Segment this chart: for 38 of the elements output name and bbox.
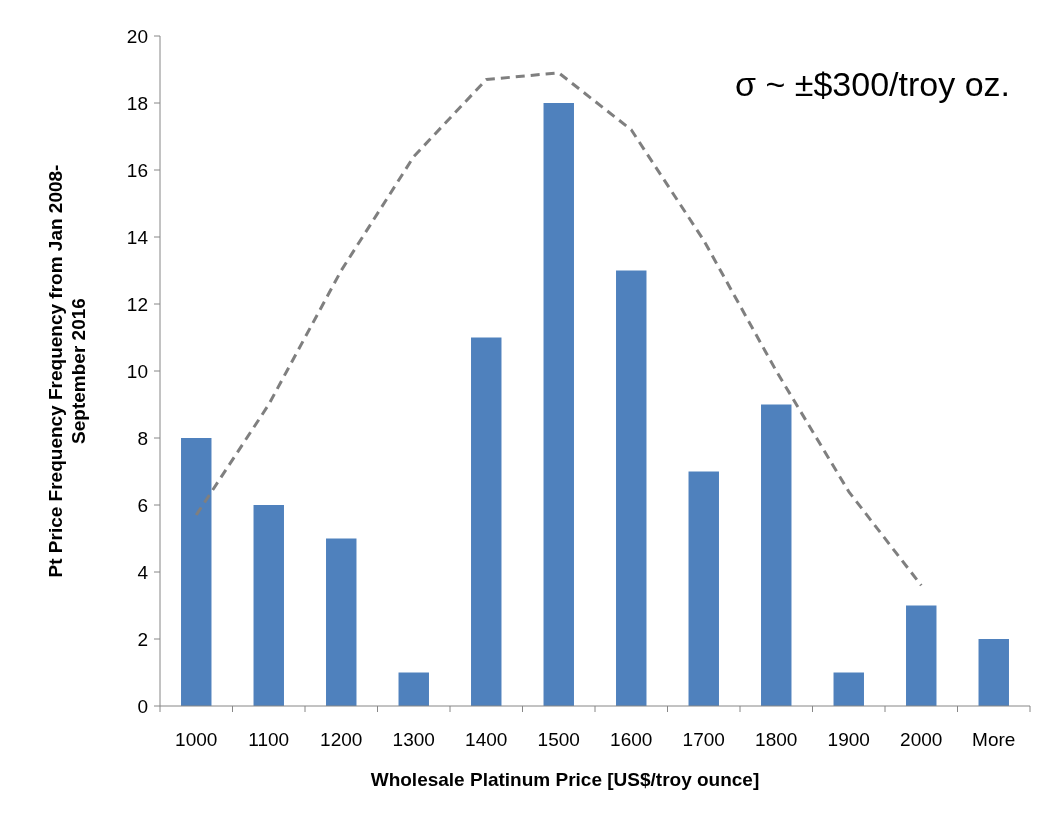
- x-tick-label: 1100: [248, 729, 290, 750]
- y-tick-label: 8: [137, 427, 148, 449]
- x-tick-label: 1200: [320, 729, 363, 750]
- bar: [616, 270, 647, 706]
- annotation: σ ~ ±$300/troy oz.: [735, 65, 1010, 103]
- x-tick-label: 1500: [537, 729, 580, 750]
- y-tick-label: 20: [126, 25, 148, 47]
- y-tick-label: 10: [126, 360, 148, 382]
- bar: [761, 404, 792, 706]
- bar: [253, 505, 284, 706]
- y-axis-title: Pt Price Frequency Frequency from Jan 2008- September 2016: [45, 164, 89, 578]
- bar: [978, 639, 1009, 706]
- y-tick-label: 16: [126, 159, 148, 181]
- x-tick-label: 1700: [682, 729, 725, 750]
- bar: [543, 103, 574, 706]
- x-tick-label: 1300: [392, 729, 435, 750]
- y-tick-label: 4: [137, 561, 149, 583]
- bar: [398, 672, 429, 706]
- x-tick-label: 1400: [465, 729, 508, 750]
- x-tick-label: 1600: [610, 729, 653, 750]
- bar: [471, 337, 502, 706]
- bar: [906, 605, 937, 706]
- y-tick-label: 6: [137, 494, 148, 516]
- bar: [326, 538, 357, 706]
- y-tick-label: 14: [126, 226, 149, 248]
- x-tick-label: 2000: [900, 729, 943, 750]
- x-tick-label: 1900: [827, 729, 870, 750]
- x-tick-label: More: [972, 729, 1016, 750]
- x-axis-title: Wholesale Platinum Price [US$/troy ounce]: [370, 769, 760, 790]
- y-tick-label: 0: [137, 695, 148, 717]
- x-tick-label: 1800: [755, 729, 798, 750]
- bar: [181, 438, 212, 706]
- y-tick-label: 12: [126, 293, 148, 315]
- y-tick-label: 18: [126, 92, 148, 114]
- x-tick-label: 1000: [175, 729, 218, 750]
- bar: [688, 471, 719, 706]
- y-tick-label: 2: [137, 628, 148, 650]
- bar: [833, 672, 864, 706]
